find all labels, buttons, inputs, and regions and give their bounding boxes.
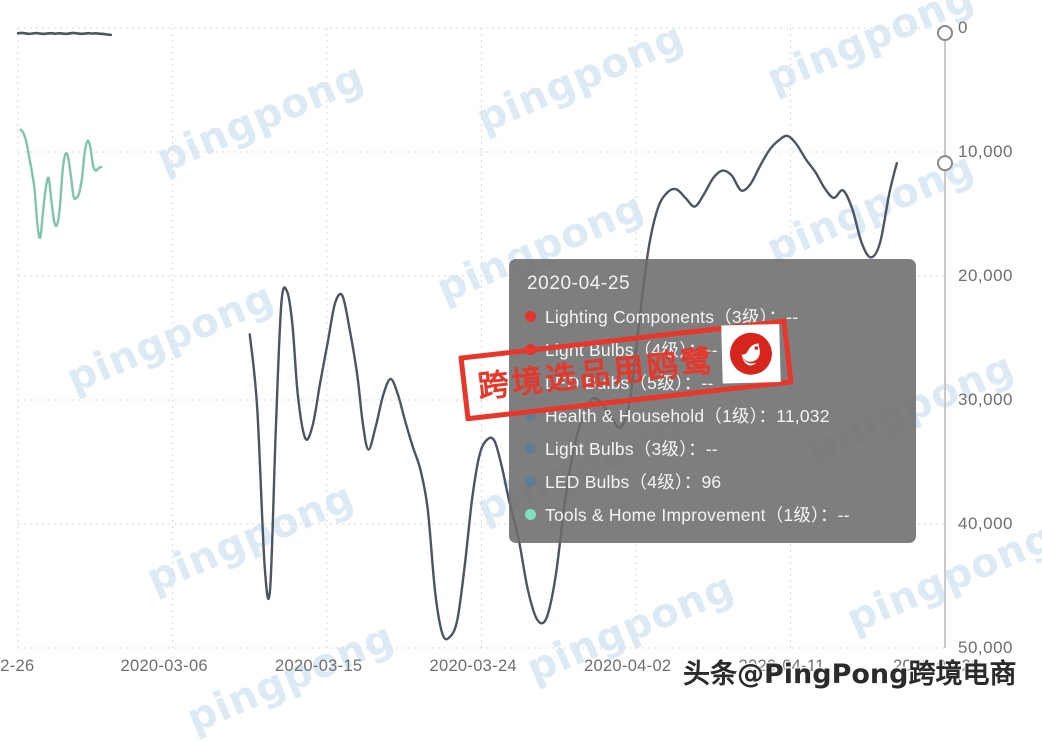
series-color-dot [525, 410, 536, 421]
tooltip-row: Light Bulbs（4级）：-- [525, 337, 900, 362]
x-axis-tick-label: 20-02-26 [0, 657, 35, 675]
chart-tooltip: 2020-04-25 Lighting Components（3级）：-- Lig… [509, 259, 916, 543]
x-axis-tick-label: 2020-03-24 [429, 657, 517, 675]
tooltip-row: LED Bulbs（4级）：96 [525, 469, 900, 494]
x-axis-tick-label: 2020-04-11 [738, 657, 825, 675]
tooltip-row-text: Tools & Home Improvement（1级）：-- [545, 505, 850, 525]
tooltip-row: Tools & Home Improvement（1级）：-- [525, 502, 900, 527]
series-line-1 [19, 128, 103, 240]
series-line-0 [16, 31, 112, 37]
seagull-bird-logo [721, 324, 781, 384]
tooltip-row-text: Health & Household（1级）：11,032 [545, 406, 830, 426]
x-axis-tick-label: 2020-03-06 [120, 657, 208, 675]
y-axis-tick-label: 40,000 [958, 514, 1013, 533]
y-axis-tick-label: 30,000 [958, 390, 1013, 409]
series-color-dot [525, 377, 536, 388]
rank-line-chart[interactable] [0, 0, 1042, 706]
x-axis-tick-label: 2020-03-15 [275, 657, 363, 675]
y-axis-tick-label: 10,000 [958, 142, 1013, 161]
tooltip-row-text: LED Bulbs（4级）：96 [545, 472, 722, 492]
data-series-group [16, 31, 898, 641]
x-axis-tick-label: 2020-04-02 [584, 657, 672, 675]
endpoint-marker-top[interactable] [937, 24, 953, 41]
x-axis-tick-label: 2020-04-20 [893, 657, 981, 675]
y-axis-tick-label: 50,000 [958, 638, 1013, 657]
endpoint-markers [937, 24, 953, 172]
series-color-dot [525, 311, 536, 322]
series-color-dot [525, 443, 536, 454]
tooltip-rows: Lighting Components（3级）：-- Light Bulbs（4级… [525, 304, 900, 527]
watermark-stamp: 跨境选品用鸥鹭 [458, 318, 794, 422]
tooltip-row: Health & Household（1级）：11,032 [525, 403, 900, 428]
y-axis-tick-label: 0 [958, 18, 968, 37]
y-axis-tick-label: 20,000 [958, 266, 1013, 285]
tooltip-row-text: Lighting Components（3级）：-- [545, 307, 799, 327]
tooltip-row-text: Light Bulbs（4级）：-- [545, 340, 718, 360]
bottom-caption: 头条@PingPong跨境电商 [683, 659, 1017, 690]
tooltip-row-text: LED Bulbs（5级）：-- [545, 373, 714, 393]
tooltip-date: 2020-04-25 [527, 273, 631, 294]
tooltip-row: Light Bulbs（3级）：-- [525, 436, 900, 461]
tooltip-row-text: Light Bulbs（3级）：-- [545, 439, 718, 459]
series-color-dot [525, 344, 536, 355]
tooltip-row: Lighting Components（3级）：-- [525, 304, 900, 329]
series-color-dot [525, 509, 536, 520]
series-color-dot [525, 476, 536, 487]
series-line-2 [248, 134, 898, 641]
endpoint-marker-lower[interactable] [937, 155, 953, 172]
bird-icon [729, 332, 772, 375]
tooltip-row: LED Bulbs（5级）：-- [525, 370, 900, 395]
